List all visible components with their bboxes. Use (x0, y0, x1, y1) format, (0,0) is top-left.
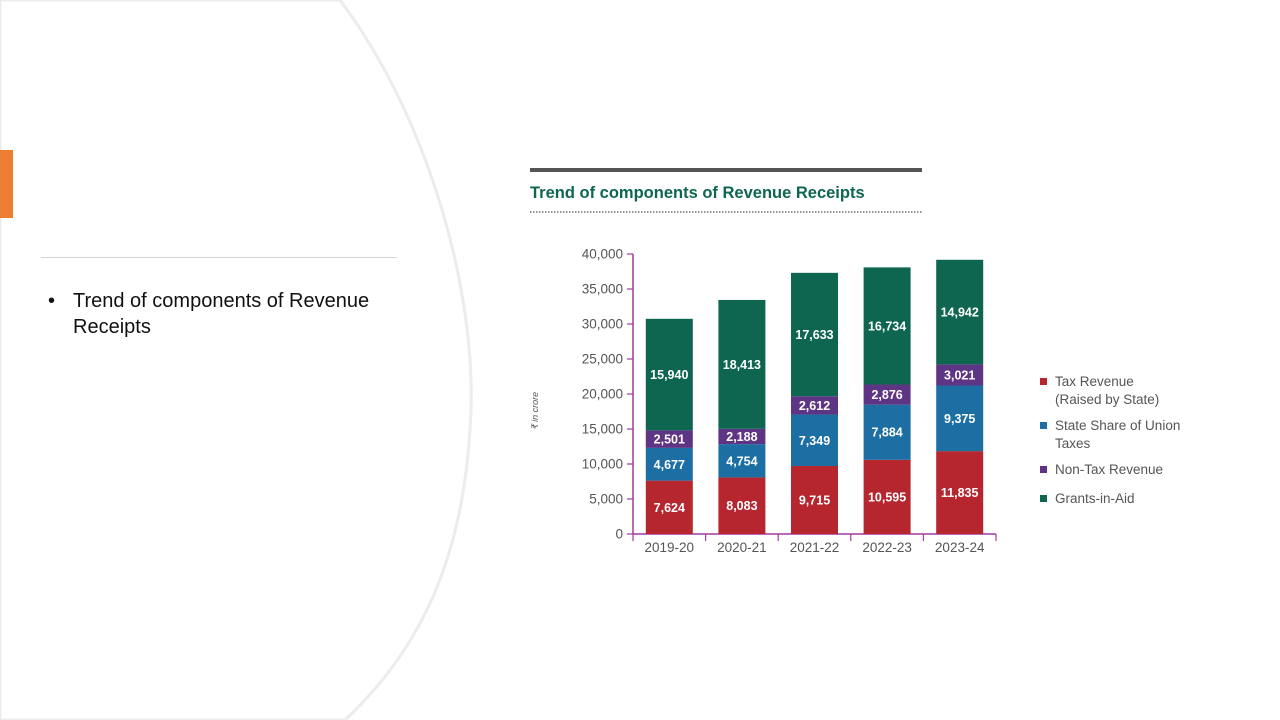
legend-swatch (1040, 466, 1047, 473)
bar-value-label: 14,942 (941, 306, 979, 320)
bar-segment (863, 459, 911, 534)
bar-segment (645, 480, 693, 534)
bar-value-label: 2,612 (799, 399, 830, 413)
legend-label: State Share of Union (1055, 418, 1180, 433)
x-tick-label: 2020-21 (717, 540, 767, 555)
plot-area: 0 5,000 10,000 15,000 20,000 25,000 30,000 35,0… (582, 247, 997, 555)
x-tick-label: 2022-23 (862, 540, 912, 555)
bar-segment (791, 272, 838, 397)
legend-swatch (1040, 422, 1047, 429)
x-tick-label: 2019-20 (645, 540, 695, 555)
bar-segment (936, 259, 984, 365)
bullet-list: Trend of components of Revenue Receipts (48, 288, 378, 340)
y-tick-label: 30,000 (582, 317, 623, 332)
y-tick-label: 15,000 (582, 422, 623, 437)
y-tick-label: 40,000 (582, 247, 623, 262)
bar-segment (645, 447, 693, 481)
bar-value-label: 7,884 (871, 426, 902, 440)
y-axis-label: ₹ in crore (530, 392, 540, 430)
y-tick-label: 20,000 (582, 387, 623, 402)
x-tick-label: 2021-22 (790, 540, 840, 555)
bar-segment (718, 444, 766, 478)
bar-segment (791, 414, 838, 466)
legend: Tax Revenue (Raised by State) State Share … (1040, 374, 1180, 506)
bar-value-label: 16,734 (868, 319, 906, 333)
bullet-item: Trend of components of Revenue Receipts (48, 288, 378, 340)
bar-value-label: 10,595 (868, 490, 906, 504)
bar-value-label: 9,375 (944, 412, 975, 426)
bar-segment (791, 465, 838, 534)
y-tick-label: 25,000 (582, 352, 623, 367)
chart-header-rule (530, 168, 922, 172)
bar-value-label: 3,021 (944, 368, 975, 382)
bar-segment (863, 404, 911, 460)
bar-value-label: 11,835 (941, 486, 979, 500)
bar-segment (936, 451, 984, 534)
chart-title: Trend of components of Revenue Receipts (530, 184, 865, 202)
revenue-receipts-chart: Trend of components of Revenue Receipts … (530, 168, 1180, 555)
bar-segment (718, 477, 766, 534)
legend-label: Taxes (1055, 436, 1091, 451)
bar-segment (936, 364, 984, 386)
bar-segment (645, 430, 693, 448)
y-tick-label: 0 (615, 527, 623, 542)
legend-swatch (1040, 495, 1047, 502)
bar-value-label: 7,349 (799, 434, 830, 448)
bar-value-label: 7,624 (654, 501, 685, 515)
legend-label: (Raised by State) (1055, 392, 1159, 407)
y-tick-label: 5,000 (589, 492, 623, 507)
bar-value-label: 4,677 (654, 458, 685, 472)
legend-label: Non-Tax Revenue (1055, 462, 1163, 477)
bar-segment (718, 299, 766, 429)
bar-segment (791, 396, 838, 415)
bar-segment (718, 428, 766, 445)
y-tick-label: 10,000 (582, 457, 623, 472)
accent-bar (0, 150, 13, 218)
bar-segment (936, 385, 984, 452)
bar-value-label: 4,754 (726, 454, 757, 468)
bar-value-label: 8,083 (726, 499, 757, 513)
bar-value-label: 9,715 (799, 493, 830, 507)
bar-value-label: 2,876 (871, 388, 902, 402)
bar-value-label: 2,501 (654, 433, 685, 447)
legend-label: Grants-in-Aid (1055, 491, 1135, 506)
bar-value-label: 15,940 (650, 368, 688, 382)
legend-label: Tax Revenue (1055, 374, 1134, 389)
y-tick-label: 35,000 (582, 282, 623, 297)
legend-swatch (1040, 378, 1047, 385)
bar-segment (863, 384, 911, 405)
x-tick-label: 2023-24 (935, 540, 985, 555)
bar-value-label: 18,413 (723, 358, 761, 372)
title-divider (41, 257, 397, 258)
bar-segment (863, 267, 911, 385)
bar-segment (645, 318, 693, 431)
bar-value-label: 17,633 (795, 328, 833, 342)
bar-value-label: 2,188 (726, 430, 757, 444)
